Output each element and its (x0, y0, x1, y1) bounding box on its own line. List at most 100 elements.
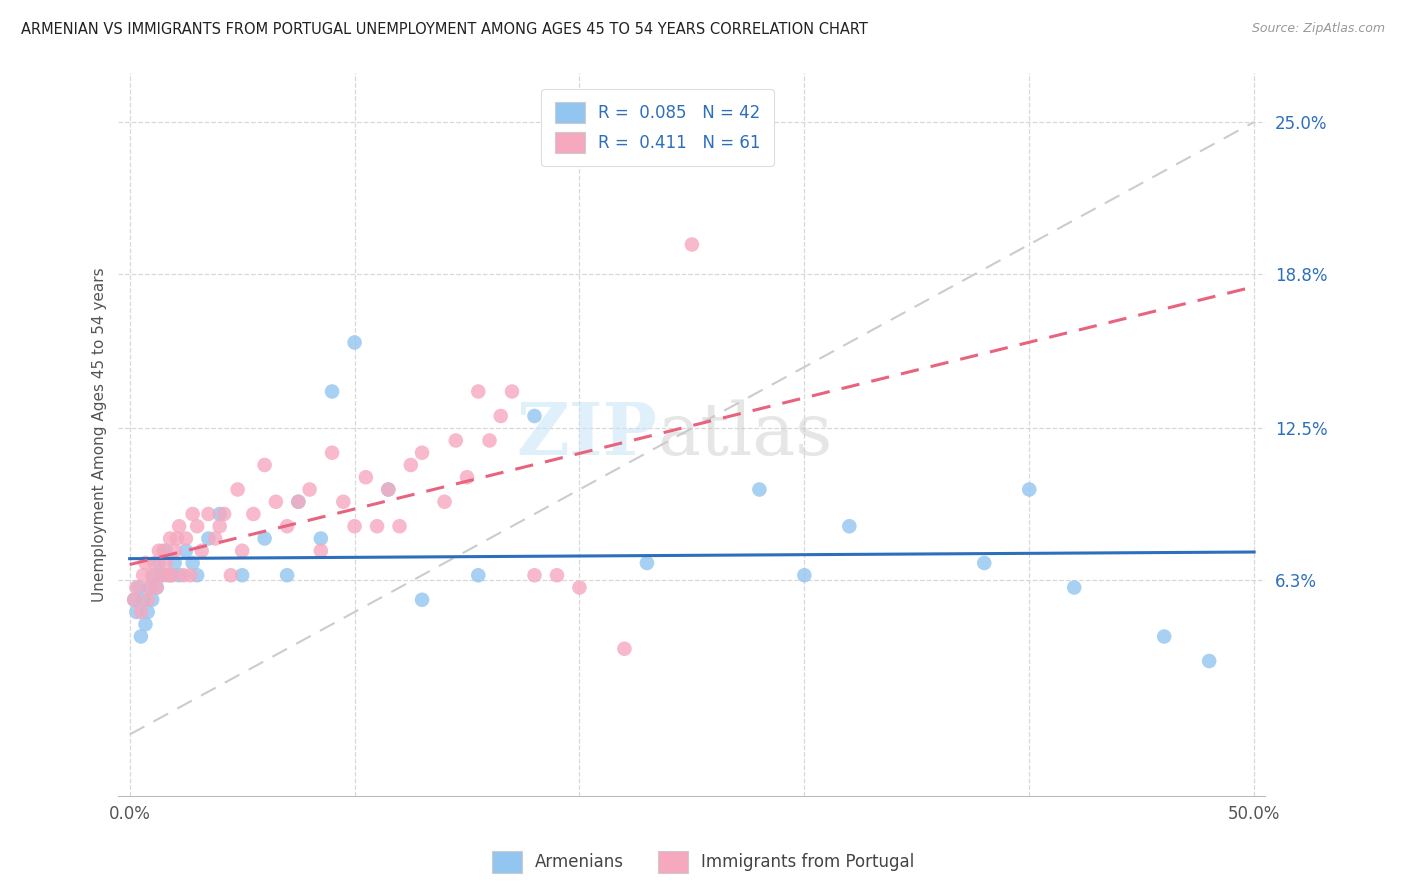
Point (163, 556, 186, 570)
Point (253, 532, 276, 546)
Point (167, 568, 190, 582)
Point (467, 384, 489, 399)
Point (190, 543, 212, 558)
Point (122, 592, 145, 607)
Point (287, 494, 309, 508)
Point (332, 494, 354, 508)
Point (366, 519, 388, 533)
Point (264, 494, 287, 508)
Point (568, 581, 591, 595)
Point (122, 592, 145, 607)
Point (155, 556, 177, 570)
Point (231, 568, 253, 582)
Point (523, 568, 546, 582)
Point (523, 409, 546, 423)
Point (748, 483, 770, 497)
Point (636, 556, 658, 570)
Point (212, 507, 235, 521)
Point (152, 543, 174, 558)
Point (1063, 581, 1085, 595)
Point (134, 556, 156, 570)
Point (136, 605, 159, 619)
Point (354, 470, 377, 484)
Point (139, 581, 162, 595)
Point (253, 458, 276, 472)
Point (197, 532, 219, 546)
Point (456, 470, 478, 484)
Point (681, 237, 703, 252)
Point (179, 568, 201, 582)
Point (231, 543, 253, 558)
Y-axis label: Unemployment Among Ages 45 to 54 years: Unemployment Among Ages 45 to 54 years (93, 267, 107, 602)
Point (159, 568, 181, 582)
Point (219, 568, 242, 582)
Point (489, 409, 512, 423)
Point (162, 568, 184, 582)
Point (143, 556, 166, 570)
Text: atlas: atlas (658, 399, 832, 469)
Text: ZIP: ZIP (516, 399, 658, 470)
Point (973, 556, 995, 570)
Point (167, 519, 190, 533)
Point (141, 568, 163, 582)
Legend: Armenians, Immigrants from Portugal: Armenians, Immigrants from Portugal (485, 845, 921, 880)
Point (287, 494, 309, 508)
Point (181, 556, 204, 570)
Legend: R =  0.085   N = 42, R =  0.411   N = 61: R = 0.085 N = 42, R = 0.411 N = 61 (541, 88, 773, 167)
Text: Source: ZipAtlas.com: Source: ZipAtlas.com (1251, 22, 1385, 36)
Point (1153, 630, 1175, 644)
Point (343, 335, 366, 350)
Point (125, 581, 148, 595)
Point (186, 519, 208, 533)
Point (156, 568, 179, 582)
Point (399, 458, 422, 472)
Point (132, 592, 155, 607)
Point (793, 568, 815, 582)
Point (478, 434, 501, 448)
Point (148, 543, 170, 558)
Point (276, 519, 298, 533)
Point (174, 532, 197, 546)
Point (1018, 483, 1040, 497)
Point (128, 581, 150, 595)
Point (181, 507, 204, 521)
Point (129, 630, 152, 644)
Point (174, 543, 197, 558)
Point (309, 532, 332, 546)
Point (309, 543, 332, 558)
Point (145, 581, 167, 595)
Point (129, 605, 152, 619)
Point (159, 532, 181, 546)
Point (208, 519, 231, 533)
Point (444, 434, 467, 448)
Point (136, 592, 159, 607)
Point (208, 507, 231, 521)
Point (132, 568, 155, 582)
Point (197, 507, 219, 521)
Point (377, 483, 399, 497)
Point (163, 543, 186, 558)
Point (501, 384, 523, 399)
Point (321, 446, 343, 460)
Text: ARMENIAN VS IMMIGRANTS FROM PORTUGAL UNEMPLOYMENT AMONG AGES 45 TO 54 YEARS CORR: ARMENIAN VS IMMIGRANTS FROM PORTUGAL UNE… (21, 22, 868, 37)
Point (226, 483, 249, 497)
Point (152, 568, 174, 582)
Point (546, 568, 568, 582)
Point (139, 581, 162, 595)
Point (467, 568, 489, 582)
Point (1198, 654, 1220, 668)
Point (433, 494, 456, 508)
Point (411, 592, 433, 607)
Point (134, 617, 156, 632)
Point (377, 483, 399, 497)
Point (148, 556, 170, 570)
Point (298, 483, 321, 497)
Point (242, 507, 264, 521)
Point (166, 532, 188, 546)
Point (411, 446, 433, 460)
Point (125, 605, 148, 619)
Point (173, 568, 195, 582)
Point (204, 532, 226, 546)
Point (145, 581, 167, 595)
Point (276, 568, 298, 582)
